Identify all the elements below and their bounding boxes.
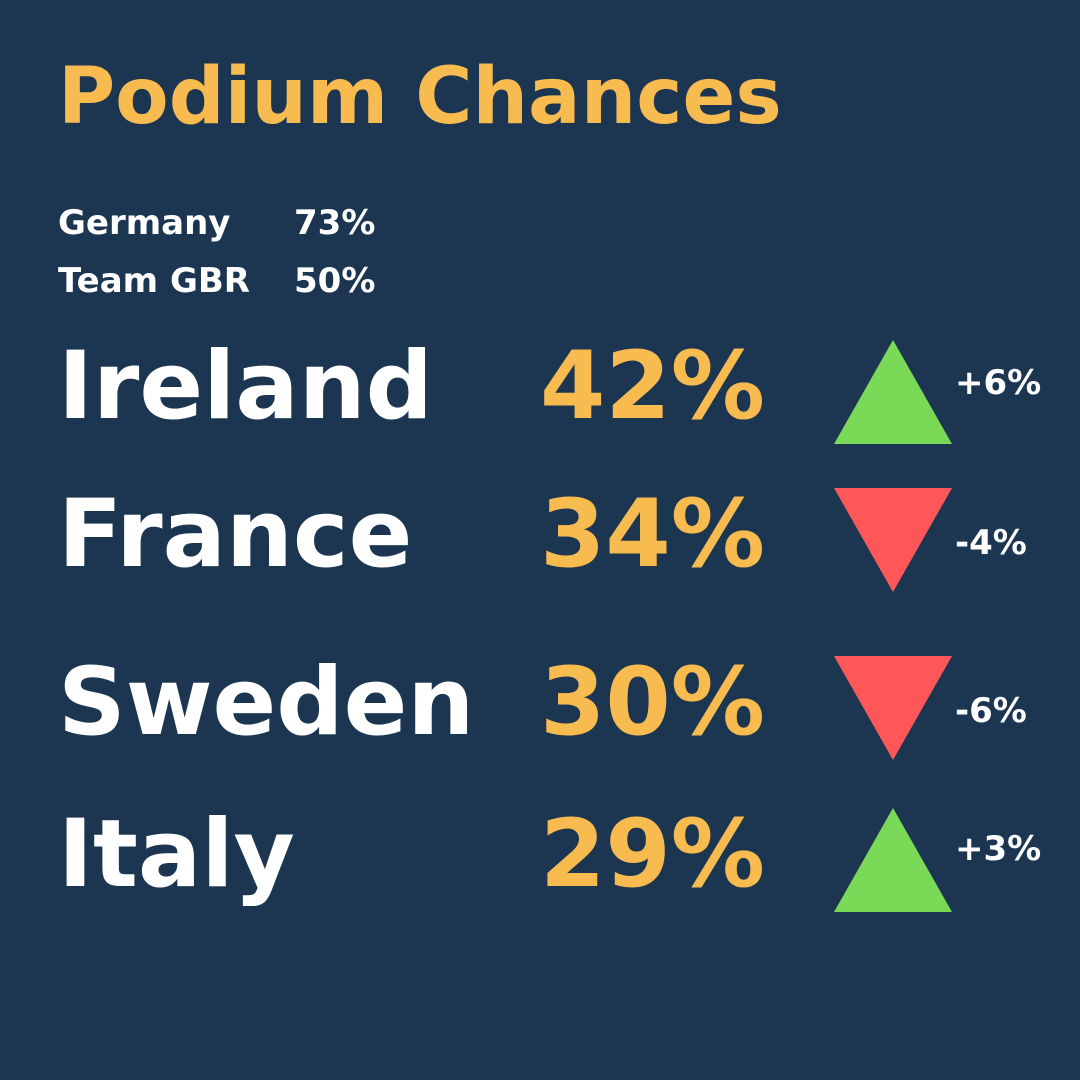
top-team-percent: 50% [294,261,376,301]
podium-percent: 29% [540,800,765,909]
up-triangle-icon [834,808,952,912]
country-name: Italy [58,800,295,909]
down-triangle-shape [834,656,952,760]
ranking-row-italy: Italy 29% +3% [0,808,1080,958]
podium-percent: 42% [540,332,765,441]
top-team-row-team-gbr: Team GBR 50% [58,252,375,310]
podium-percent: 30% [540,648,765,757]
change-percent: +6% [955,363,1042,403]
podium-percent: 34% [540,480,765,589]
change-percent: +3% [955,829,1042,869]
ranking-row-ireland: Ireland 42% +6% [0,340,1080,490]
down-triangle-shape [834,488,952,592]
ranking-row-sweden: Sweden 30% -6% [0,656,1080,806]
down-triangle-icon [834,656,952,760]
top-team-name: Team GBR [58,261,250,301]
top-teams-list: Germany 73% Team GBR 50% [58,194,375,310]
country-name: Ireland [58,332,433,441]
up-triangle-shape [834,808,952,912]
top-team-percent: 73% [294,203,376,243]
up-triangle-icon [834,340,952,444]
top-team-row-germany: Germany 73% [58,194,375,252]
country-name: France [58,480,413,589]
country-name: Sweden [58,648,475,757]
down-triangle-icon [834,488,952,592]
ranking-row-france: France 34% -4% [0,488,1080,638]
up-triangle-shape [834,340,952,444]
top-team-name: Germany [58,203,231,243]
page-title: Podium Chances [58,52,782,142]
change-percent: -6% [955,691,1027,731]
change-percent: -4% [955,523,1027,563]
